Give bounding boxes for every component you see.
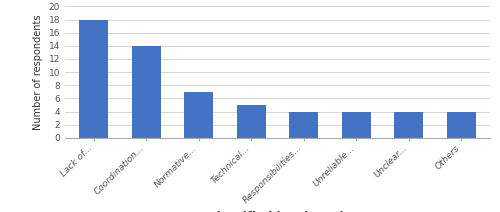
Bar bbox=[80, 20, 108, 138]
Bar bbox=[132, 46, 161, 138]
Bar bbox=[394, 112, 423, 138]
Bar bbox=[184, 92, 213, 138]
Bar bbox=[446, 112, 476, 138]
Y-axis label: Number of respondents: Number of respondents bbox=[33, 14, 43, 130]
Bar bbox=[290, 112, 318, 138]
X-axis label: Identified bottleneck: Identified bottleneck bbox=[208, 211, 347, 212]
Bar bbox=[237, 105, 266, 138]
Bar bbox=[342, 112, 370, 138]
